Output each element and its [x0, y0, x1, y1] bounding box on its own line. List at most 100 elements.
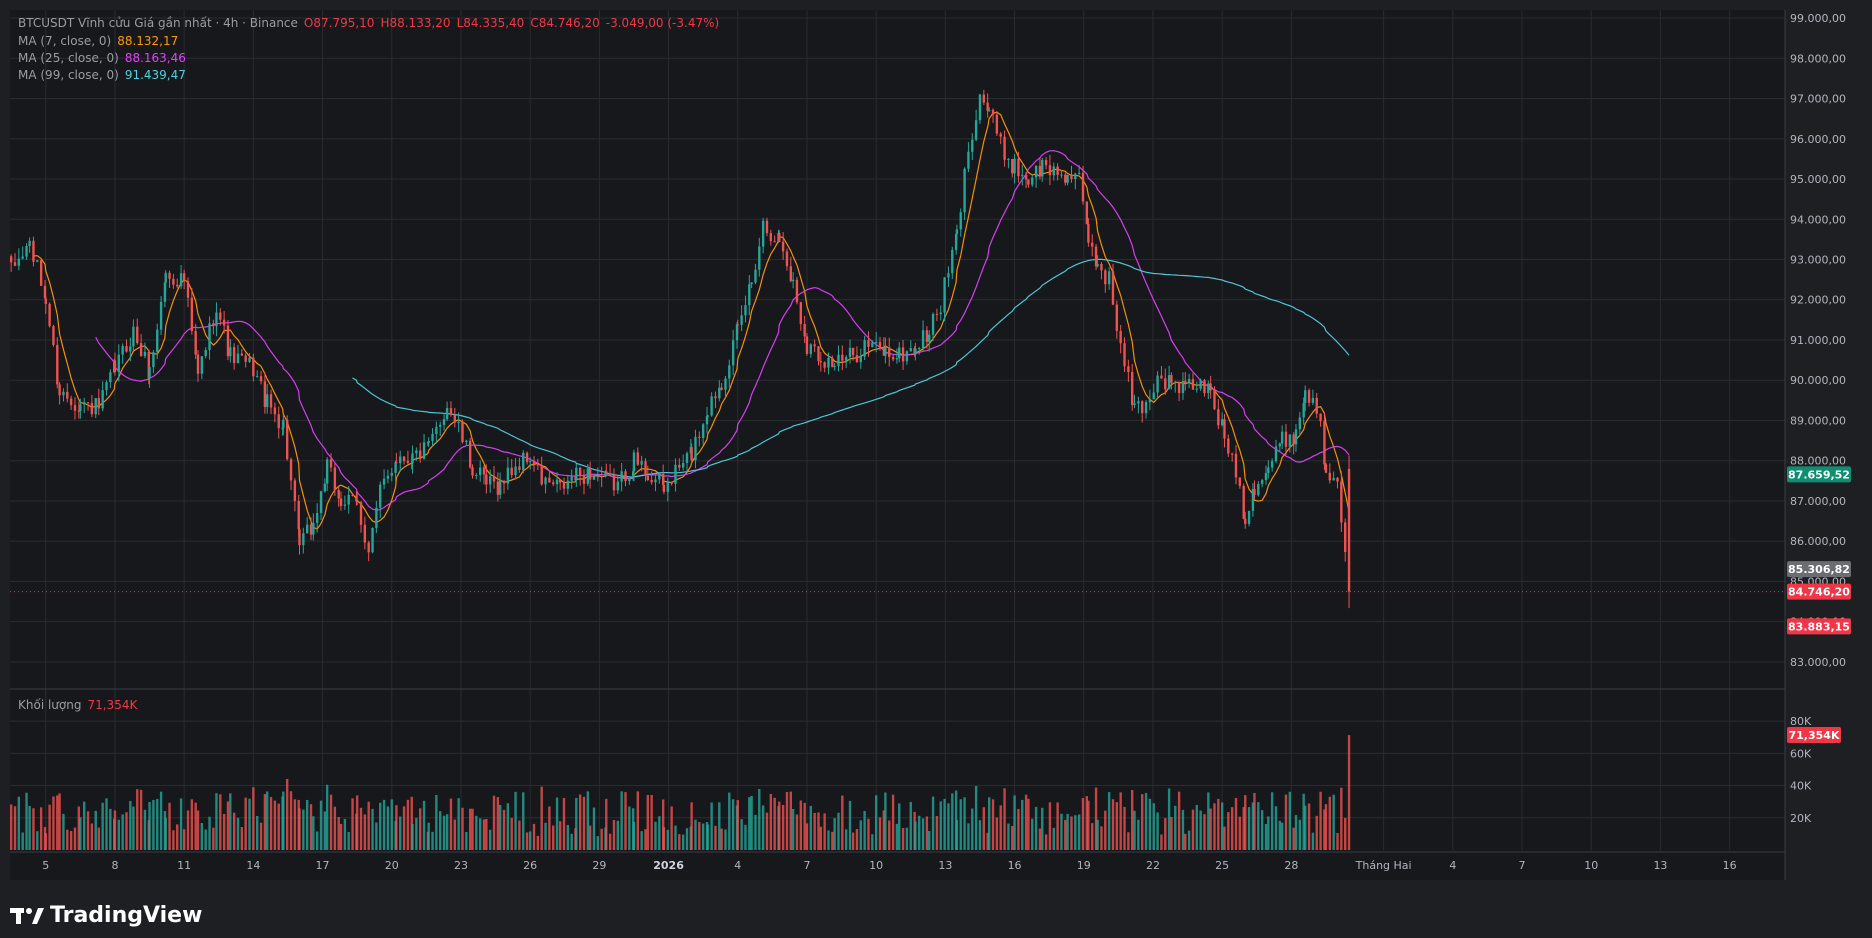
volume-bar: [928, 830, 931, 850]
volume-bar: [1315, 815, 1318, 850]
volume-bar: [748, 797, 751, 850]
price-badge-label: 85.306,82: [1788, 563, 1850, 576]
candle-body: [465, 440, 468, 443]
volume-bar: [488, 829, 492, 850]
candle-body: [97, 398, 100, 409]
volume-bar: [888, 820, 891, 850]
candle-body: [1024, 175, 1028, 180]
symbol-legend[interactable]: BTCUSDT Vĩnh cửu Giá gần nhất · 4h · Bin…: [18, 16, 725, 31]
tradingview-logo[interactable]: TradingView: [10, 903, 202, 928]
price-tick-label: 86.000,00: [1790, 535, 1846, 548]
volume-legend[interactable]: Khối lượng 71,354K: [18, 698, 143, 713]
volume-bar: [363, 814, 367, 850]
candle-body: [769, 233, 773, 242]
candle-body: [514, 466, 517, 476]
volume-bar: [1038, 828, 1042, 850]
candle-body: [1217, 409, 1220, 426]
volume-bar: [427, 822, 430, 850]
ohlc-change: -3.049,00 (-3.47%): [605, 16, 720, 30]
volume-bar: [1027, 798, 1030, 850]
candle-body: [735, 324, 739, 341]
candle-body: [343, 504, 347, 506]
volume-bar: [701, 823, 705, 850]
time-tick-label: 23: [454, 859, 468, 872]
candle-body: [867, 340, 870, 347]
candle-body: [285, 419, 289, 460]
volume-bar: [1288, 791, 1292, 850]
volume-bar: [219, 794, 222, 850]
candle-body: [485, 474, 488, 485]
volume-bar: [492, 795, 496, 850]
candle-body: [86, 402, 90, 404]
volume-bar: [654, 821, 657, 850]
volume-bar: [1223, 826, 1226, 850]
candle-body: [1111, 271, 1115, 305]
volume-bar: [86, 811, 90, 850]
volume-bar: [522, 792, 525, 850]
candle-body: [1104, 270, 1107, 285]
candle-body: [17, 258, 21, 266]
volume-bar: [390, 799, 393, 850]
candle-body: [555, 479, 559, 485]
volume-bar: [710, 802, 713, 850]
candle-body: [878, 341, 882, 348]
volume-bar: [156, 798, 159, 850]
time-tick-label: 26: [523, 859, 537, 872]
volume-bar: [971, 808, 974, 850]
candle-body: [1085, 201, 1089, 225]
volume-bar: [1096, 819, 1099, 850]
ma7-legend[interactable]: MA (7, close, 0) 88.132,17: [18, 34, 184, 49]
volume-bar: [789, 791, 793, 850]
candle-body: [1238, 477, 1242, 486]
candle-body: [914, 348, 917, 355]
time-tick-label: 7: [803, 859, 810, 872]
candle-body: [532, 461, 536, 465]
volume-bar: [1066, 813, 1069, 850]
volume-bar: [855, 829, 859, 850]
candle-body: [399, 456, 402, 464]
volume-bar: [371, 808, 374, 850]
candle-body: [582, 475, 586, 484]
volume-bar: [1104, 810, 1107, 850]
volume-bar: [943, 798, 946, 850]
ma25-legend[interactable]: MA (25, close, 0) 88.163,46: [18, 51, 192, 66]
candle-body: [426, 442, 430, 444]
candle-body: [1013, 158, 1016, 174]
candle-body: [720, 387, 723, 390]
time-tick-label: 20: [385, 859, 399, 872]
price-badge: [1787, 583, 1851, 600]
volume-bar: [831, 831, 834, 850]
candle-body: [1041, 159, 1044, 177]
volume-tick-label: 20K: [1790, 812, 1812, 825]
candle-body: [200, 356, 204, 374]
candlesticks[interactable]: [9, 89, 1351, 609]
volume-bar: [1257, 802, 1260, 850]
volume-bar: [325, 784, 329, 850]
candle-body: [371, 527, 374, 553]
volume-bar: [1260, 810, 1264, 850]
volume-bar: [1234, 797, 1238, 850]
ma99-legend[interactable]: MA (99, close, 0) 91.439,47: [18, 68, 192, 83]
volume-bar: [833, 818, 836, 850]
candle-body: [297, 501, 300, 530]
candle-body: [28, 240, 31, 247]
volume-bar: [277, 803, 280, 850]
volume-bar: [895, 823, 899, 850]
volume-bar: [139, 789, 143, 850]
candle-body: [1270, 461, 1274, 468]
candle-body: [1164, 378, 1167, 390]
candle-body: [855, 355, 859, 363]
time-tick-label: 14: [246, 859, 260, 872]
volume-bar: [109, 808, 112, 850]
candle-body: [1294, 429, 1298, 445]
candle-body: [90, 402, 94, 415]
candle-body: [1021, 175, 1024, 177]
candle-body: [646, 475, 649, 480]
volume-bar: [698, 822, 701, 850]
candle-body: [1251, 488, 1255, 511]
volume-bar: [347, 832, 350, 850]
volume-bar: [1007, 823, 1010, 850]
candle-body: [841, 354, 844, 361]
price-badge: [1787, 466, 1851, 483]
